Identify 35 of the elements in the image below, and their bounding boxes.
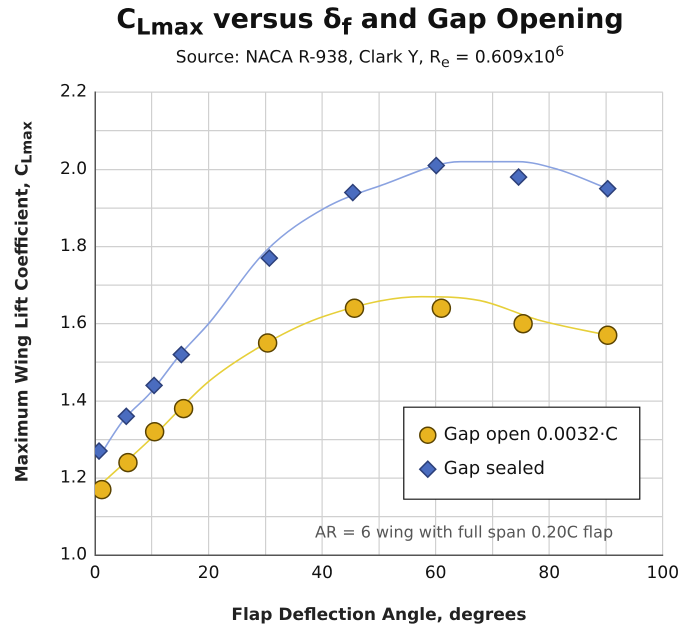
point xyxy=(118,408,136,426)
y-tick-label: 1.8 xyxy=(60,236,88,256)
point xyxy=(260,249,278,267)
y-tick-label: 1.0 xyxy=(60,544,88,565)
point xyxy=(344,298,364,318)
x-tick-label: 80 xyxy=(538,562,560,583)
x-axis-title: Flap Deflection Angle, degrees xyxy=(231,605,526,626)
y-tick-label: 1.2 xyxy=(60,467,88,488)
y-tick-label: 1.4 xyxy=(60,390,88,410)
point xyxy=(344,184,362,202)
point xyxy=(145,376,163,394)
chart-title: C$_{Lmax}$ versus δ$_{f}$ and Gap Opening xyxy=(115,4,625,40)
chart-subtitle: Source: NACA R-938, Clark Y, R$_{e}$ = 0.609x10$^{6}$ xyxy=(174,44,566,72)
x-tick-label: 40 xyxy=(311,562,333,583)
x-tick-label: 0 xyxy=(90,562,100,583)
point xyxy=(598,180,616,198)
point xyxy=(510,168,528,186)
y-tick-label: 2.0 xyxy=(60,158,88,179)
point xyxy=(432,298,452,318)
x-tick-label: 20 xyxy=(198,562,220,583)
point xyxy=(174,398,194,418)
point xyxy=(144,422,164,442)
legend-label: Gap sealed xyxy=(444,458,545,479)
annotation: AR = 6 wing with full span 0.20C flap xyxy=(315,522,614,542)
x-tick-label: 100 xyxy=(646,562,680,583)
y-tick-label: 1.6 xyxy=(60,313,88,334)
point xyxy=(428,156,445,174)
point xyxy=(118,452,138,472)
point xyxy=(172,346,190,364)
point xyxy=(258,333,278,353)
point xyxy=(598,326,618,346)
legend-label: Gap open 0.0032·C xyxy=(444,424,618,445)
y-tick-label: 2.2 xyxy=(60,82,88,102)
x-tick-label: 60 xyxy=(424,562,446,583)
point xyxy=(513,314,533,334)
